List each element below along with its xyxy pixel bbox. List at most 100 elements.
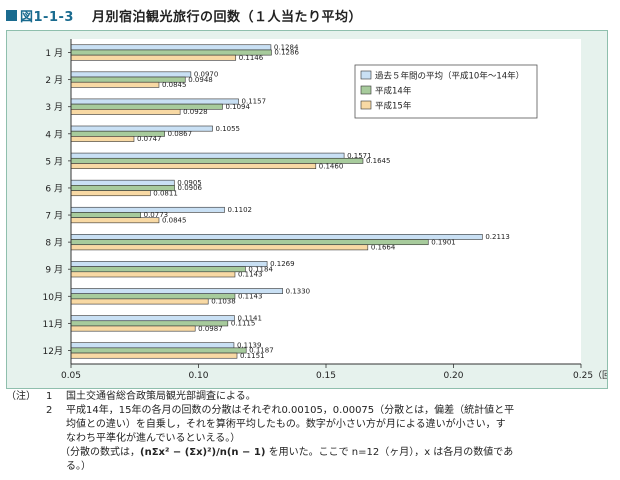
value-label-1-series-1: 0.1284 xyxy=(274,44,299,52)
value-label-5-series-2: 0.1645 xyxy=(366,157,391,165)
category-label-7: 7 月 xyxy=(45,211,63,222)
bar-8-series-1 xyxy=(70,234,483,240)
value-label-11-series-1: 0.1141 xyxy=(237,314,262,322)
x-tick-label-1: 0.05 xyxy=(61,371,81,381)
value-label-6-series-3: 0.0811 xyxy=(153,189,178,197)
bar-12-series-3 xyxy=(70,352,238,359)
bar-11-series-3 xyxy=(70,325,196,332)
note-2-number: 2 xyxy=(46,405,53,416)
note-1: （注） 1 国土交通省総合政策局観光部調査による。 xyxy=(6,390,612,404)
value-label-1-series-3: 0.1146 xyxy=(239,54,264,62)
bar-2-series-1 xyxy=(70,71,192,78)
figure-marker-square xyxy=(6,9,17,21)
chart-panel: 0.1284 0.1286 0.1146 1 月 0.0970 0.0948 0.0845 2… xyxy=(6,30,608,389)
category-label-5: 5 月 xyxy=(45,156,63,167)
category-label-2: 2 月 xyxy=(45,75,63,86)
bar-6-series-3 xyxy=(70,190,151,197)
bar-5-series-3 xyxy=(70,163,317,169)
category-label-4: 4 月 xyxy=(45,129,63,140)
bar-1-series-3 xyxy=(70,54,237,61)
value-label-3-series-2: 0.1094 xyxy=(225,103,250,111)
x-tick-label-4: 0.20 xyxy=(443,371,463,381)
value-label-7-series-1: 0.1102 xyxy=(228,206,253,214)
value-label-6-series-2: 0.0906 xyxy=(178,184,203,192)
note-2-formula: (nΣx² − (Σx)²)/n(n − 1) xyxy=(140,447,266,458)
legend-label-2: 平成14年 xyxy=(375,86,412,97)
value-label-8-series-2: 0.1901 xyxy=(431,238,456,246)
value-label-3-series-1: 0.1157 xyxy=(242,98,267,106)
bar-12-series-1 xyxy=(70,342,235,349)
value-label-2-series-1: 0.0970 xyxy=(194,71,219,79)
bar-9-series-3 xyxy=(70,271,236,278)
value-label-9-series-2: 0.1184 xyxy=(248,265,273,273)
category-label-6: 6 月 xyxy=(45,183,63,194)
figure-number: 図1-1-3 xyxy=(20,9,74,25)
note-1-text: 国土交通省総合政策局観光部調査による。 xyxy=(66,391,256,402)
value-label-12-series-1: 0.1139 xyxy=(237,341,262,349)
legend-label-1: 過去５年間の平均（平成10年～14年） xyxy=(375,71,524,82)
figure-header: 図1-1-3 月別宿泊観光旅行の回数（１人当たり平均） xyxy=(6,5,362,25)
bar-12-series-2 xyxy=(70,347,247,354)
bar-9-series-1 xyxy=(70,261,268,267)
bar-7-series-3 xyxy=(70,217,160,224)
value-label-8-series-3: 0.1664 xyxy=(371,244,396,252)
notes: （注） 1 国土交通省総合政策局観光部調査による。 2 平成14年，15年の各月の回数… xyxy=(6,390,612,474)
note-2-formula-prefix: （分散の数式は， xyxy=(60,447,140,458)
legend-label-3: 平成15年 xyxy=(375,101,412,112)
category-label-8: 8 月 xyxy=(45,238,63,249)
legend-box xyxy=(354,64,538,119)
value-label-4-series-1: 0.1055 xyxy=(216,125,241,133)
bar-5-series-1 xyxy=(70,152,345,159)
note-2-formula-suffix: を用いた。ここで n=12（ヶ月），x は各月の数値であ xyxy=(265,447,514,458)
value-label-4-series-3: 0.0747 xyxy=(137,135,162,143)
value-label-7-series-3: 0.0845 xyxy=(162,216,187,224)
bar-3-series-3 xyxy=(70,109,181,115)
value-label-1-series-2: 0.1286 xyxy=(274,49,299,57)
category-label-1: 1 月 xyxy=(45,48,63,59)
value-label-2-series-3: 0.0845 xyxy=(162,81,187,89)
note-2-text-1: 平成14年，15年の各月の回数の分散はそれぞれ0.00105，0.00075（分… xyxy=(66,405,515,416)
bar-2-series-3 xyxy=(70,81,160,88)
value-label-4-series-2: 0.0867 xyxy=(168,130,193,138)
value-label-11-series-2: 0.1115 xyxy=(231,320,256,328)
bar-9-series-2 xyxy=(70,266,246,273)
legend-swatch-2 xyxy=(360,85,372,95)
value-label-11-series-3: 0.0987 xyxy=(198,325,223,333)
value-label-5-series-3: 0.1460 xyxy=(319,162,344,170)
note-2-line-4: （分散の数式は，(nΣx² − (Σx)²)/n(n − 1) を用いた。ここで… xyxy=(6,446,612,460)
bar-4-series-3 xyxy=(70,136,135,142)
value-label-9-series-3: 0.1143 xyxy=(238,271,263,279)
bar-10-series-3 xyxy=(70,298,209,305)
value-label-10-series-2: 0.1143 xyxy=(238,292,263,300)
x-tick-label-5: 0.25（回） xyxy=(573,370,607,381)
category-label-3: 3 月 xyxy=(45,102,63,113)
note-2-line-3: なわち平準化が進んでいるといえる。） xyxy=(66,433,241,444)
category-label-10: 10月 xyxy=(43,292,63,303)
x-tick-label-2: 0.10 xyxy=(188,371,208,381)
bar-1-series-1 xyxy=(70,44,272,51)
value-label-12-series-3: 0.1151 xyxy=(240,352,265,360)
value-label-12-series-2: 0.1187 xyxy=(249,347,274,355)
figure-title: 月別宿泊観光旅行の回数（１人当たり平均） xyxy=(91,9,362,25)
bar-11-series-1 xyxy=(70,315,235,322)
value-label-3-series-3: 0.0928 xyxy=(183,108,208,116)
value-label-2-series-2: 0.0948 xyxy=(188,76,213,84)
x-tick-label-3: 0.15 xyxy=(316,371,336,381)
bar-6-series-1 xyxy=(70,179,175,186)
note-2-line-1: 2 平成14年，15年の各月の回数の分散はそれぞれ0.00105，0.00075（… xyxy=(6,404,612,418)
note-2-line-2: 均値との違い）を自乗し，それを算術平均したもの。数字が小さい方が月による違いが小… xyxy=(66,419,506,430)
category-label-12: 12月 xyxy=(43,346,63,357)
bar-3-series-1 xyxy=(70,98,239,105)
value-label-7-series-2: 0.0773 xyxy=(144,211,169,219)
bar-7-series-2 xyxy=(70,212,141,218)
legend-swatch-1 xyxy=(360,70,372,80)
value-label-10-series-3: 0.1038 xyxy=(211,298,236,306)
value-label-8-series-1: 0.2113 xyxy=(485,233,510,241)
value-label-6-series-1: 0.0905 xyxy=(177,179,202,187)
category-label-9: 9 月 xyxy=(45,265,63,276)
category-label-11: 11月 xyxy=(43,319,63,330)
legend-swatch-3 xyxy=(360,100,372,110)
value-label-9-series-1: 0.1269 xyxy=(270,260,295,268)
note-1-number: 1 xyxy=(46,391,53,402)
